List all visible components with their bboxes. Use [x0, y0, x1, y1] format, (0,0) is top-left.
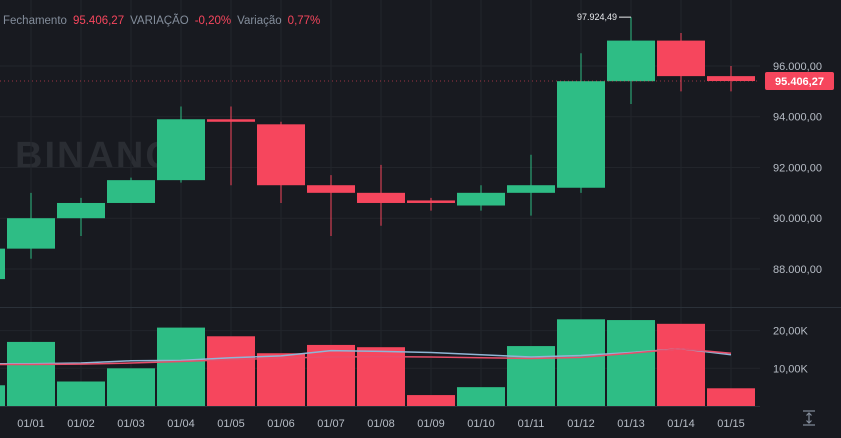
last-price-badge-text: 95.406,27 [775, 76, 824, 88]
close-value: 95.406,27 [72, 15, 125, 27]
chart-annotations: 95.406,27 97.924,49 [0, 12, 834, 91]
date-tick-label: 01/13 [617, 418, 645, 430]
date-tick-label: 01/11 [518, 418, 545, 430]
date-tick-label: 01/10 [467, 418, 495, 430]
fit-vertical-icon[interactable] [799, 410, 819, 430]
change-label: VARIAÇÃO [130, 15, 189, 27]
volume-bar [157, 327, 205, 406]
volume-bar [707, 388, 755, 406]
change-value: -0,20% [194, 15, 232, 27]
date-axis[interactable]: 01/01 01/02 01/03 01/04 01/05 01/06 01/07 01/08… [0, 406, 760, 431]
volume-bar [307, 344, 355, 406]
volume-bar [657, 323, 705, 406]
price-axis[interactable]: 88.000,00 90.000,00 92.000,00 94.000,00 96.0… [773, 61, 822, 276]
volume-ma-fast-line [0, 347, 732, 366]
candles [0, 17, 755, 280]
date-tick-label: 01/12 [567, 418, 595, 430]
candle-body [57, 202, 105, 219]
candle-body [0, 248, 5, 280]
amplitude-label: Variação [237, 15, 282, 27]
volume-bar [207, 336, 255, 406]
date-tick-label: 01/09 [417, 418, 445, 430]
candle-body [307, 185, 355, 193]
amplitude-value: 0,77% [287, 15, 321, 27]
candle-body [707, 76, 755, 82]
volume-bar [257, 353, 305, 406]
date-tick-label: 01/06 [267, 418, 295, 430]
candle-body [257, 124, 305, 186]
volume-bar [557, 319, 605, 406]
high-marker-label: 97.924,49 [577, 12, 617, 22]
pane-separator[interactable] [0, 307, 841, 308]
date-tick-label: 01/05 [217, 418, 245, 430]
candle-body [207, 119, 255, 122]
volume-bar [0, 385, 5, 406]
candle-body [607, 40, 655, 82]
price-tick-label: 96.000,00 [773, 61, 822, 73]
volume-ma-slow-line [0, 347, 732, 365]
candle-body [357, 192, 405, 203]
candle-body [457, 192, 505, 206]
volume-tick-label: 20,00K [773, 326, 809, 338]
last-price-badge [765, 72, 834, 91]
volume-bars [0, 319, 755, 406]
candle-body [557, 81, 605, 188]
volume-bar [507, 346, 555, 406]
volume-bar [107, 368, 155, 406]
date-tick-label: 01/01 [17, 418, 45, 430]
date-tick-label: 01/04 [167, 418, 195, 430]
date-tick-label: 01/15 [717, 418, 745, 430]
volume-tick-label: 10,00K [773, 363, 809, 375]
volume-ma-lines [0, 347, 732, 366]
volume-bar [7, 341, 55, 406]
price-tick-label: 90.000,00 [773, 213, 822, 225]
volume-bar [457, 387, 505, 406]
candle-body [7, 218, 55, 249]
price-tick-label: 94.000,00 [773, 112, 822, 124]
date-tick-label: 01/07 [317, 418, 345, 430]
candle-body [657, 40, 705, 77]
volume-bar [607, 320, 655, 406]
date-tick-label: 01/08 [367, 418, 395, 430]
date-tick-label: 01/14 [667, 418, 695, 430]
volume-axis: 10,00K 20,00K [773, 326, 809, 376]
candle-body [507, 185, 555, 193]
close-label: Fechamento [3, 15, 67, 27]
price-tick-label: 92.000,00 [773, 162, 822, 174]
candle-body [107, 180, 155, 203]
volume-bar [57, 381, 105, 406]
volume-bar [407, 395, 455, 406]
candle-body [157, 119, 205, 181]
ohlc-header: Fechamento 95.406,27 VARIAÇÃO -0,20% Variaçã… [3, 15, 326, 29]
candle-body [407, 200, 455, 203]
price-tick-label: 88.000,00 [773, 264, 822, 276]
date-tick-label: 01/02 [67, 418, 95, 430]
date-tick-label: 01/03 [117, 418, 145, 430]
